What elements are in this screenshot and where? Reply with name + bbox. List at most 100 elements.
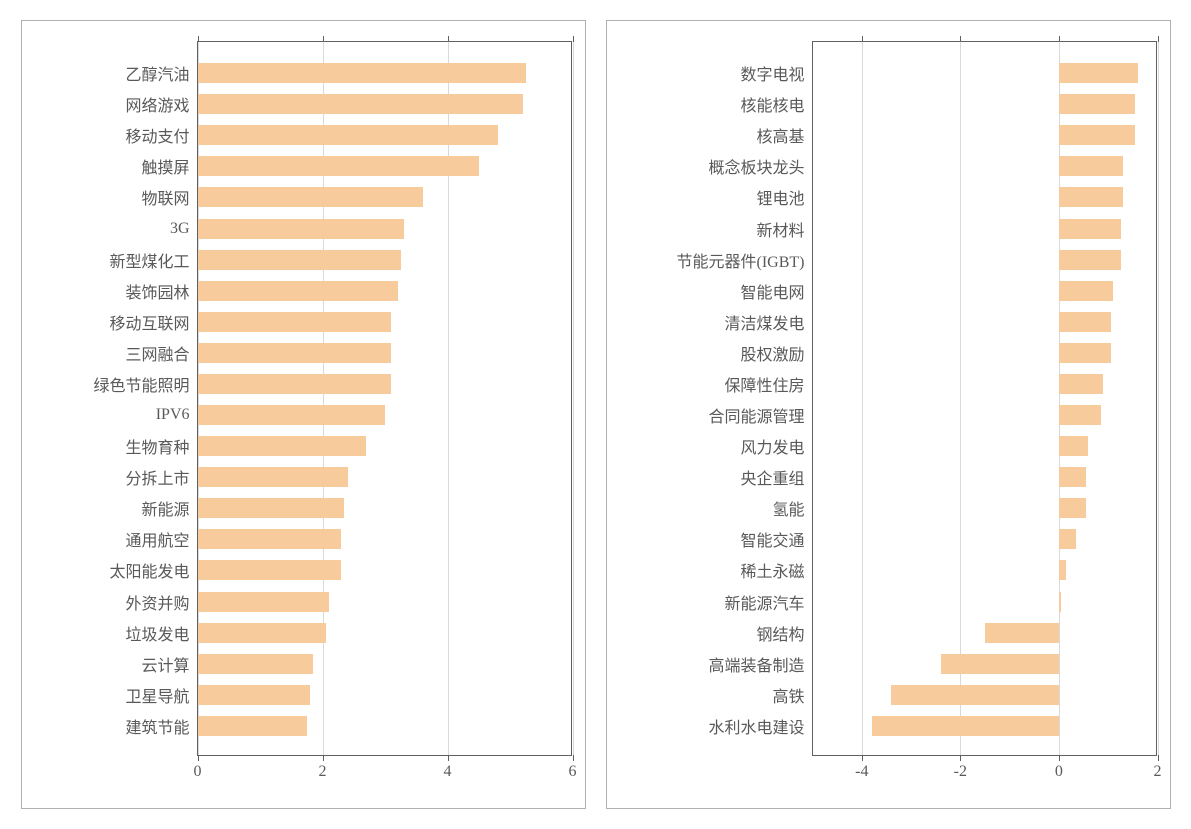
bar: [1059, 187, 1123, 207]
bar: [198, 467, 348, 487]
category-label: 云计算: [141, 652, 189, 676]
category-label: 分拆上市: [125, 465, 189, 489]
bar: [1059, 592, 1061, 612]
category-label: 锂电池: [756, 185, 804, 209]
bar: [198, 529, 342, 549]
bar: [198, 374, 392, 394]
bar: [1059, 312, 1111, 332]
category-label: 水利水电建设: [708, 714, 804, 738]
gridline: [960, 42, 961, 755]
category-label: 智能电网: [740, 279, 804, 303]
category-label: 移动互联网: [109, 310, 189, 334]
x-tick-label: 0: [194, 763, 202, 781]
gridline: [198, 42, 199, 755]
bar: [1059, 467, 1086, 487]
bar: [1059, 125, 1135, 145]
right-chart-panel: -4-202数字电视核能核电核高基概念板块龙头锂电池新材料节能元器件(IGBT)…: [606, 20, 1171, 809]
bar: [1059, 436, 1089, 456]
category-label: 新型煤化工: [109, 248, 189, 272]
bar: [1059, 560, 1066, 580]
bar: [198, 654, 314, 674]
bar: [198, 498, 345, 518]
bar: [1059, 281, 1113, 301]
category-label: 新材料: [756, 217, 804, 241]
category-label: 绿色节能照明: [93, 372, 189, 396]
bar: [1059, 343, 1111, 363]
bar: [1059, 94, 1135, 114]
bar: [198, 156, 479, 176]
bar: [1059, 219, 1121, 239]
category-label: 三网融合: [125, 341, 189, 365]
category-label: 触摸屏: [141, 154, 189, 178]
bar: [985, 623, 1059, 643]
category-label: 数字电视: [740, 61, 804, 85]
x-tick-label: -2: [954, 763, 967, 781]
category-label: 高端装备制造: [708, 652, 804, 676]
category-label: 高铁: [772, 683, 804, 707]
bar: [1059, 250, 1121, 270]
category-label: 央企重组: [740, 465, 804, 489]
gridline: [448, 42, 449, 755]
category-label: 新能源: [141, 496, 189, 520]
category-label: 清洁煤发电: [724, 310, 804, 334]
category-label: 风力发电: [740, 434, 804, 458]
category-label: 概念板块龙头: [708, 154, 804, 178]
category-label: 智能交通: [740, 527, 804, 551]
bar: [198, 560, 342, 580]
bar: [1059, 374, 1103, 394]
category-label: 3G: [170, 220, 190, 238]
category-label: 外资并购: [125, 590, 189, 614]
bar: [1059, 529, 1076, 549]
category-label: 移动支付: [125, 123, 189, 147]
category-label: 保障性住房: [724, 372, 804, 396]
gridline: [573, 42, 574, 755]
category-label: 通用航空: [125, 527, 189, 551]
bar: [198, 125, 498, 145]
category-label: 新能源汽车: [724, 590, 804, 614]
x-tick-label: 0: [1055, 763, 1063, 781]
x-tick-label: 6: [569, 763, 577, 781]
bar: [872, 716, 1059, 736]
bar: [198, 187, 423, 207]
x-tick-label: -4: [855, 763, 868, 781]
category-label: 物联网: [141, 185, 189, 209]
category-label: 建筑节能: [125, 714, 189, 738]
category-label: 股权激励: [740, 341, 804, 365]
bar: [198, 94, 523, 114]
category-label: 氢能: [772, 496, 804, 520]
category-label: 合同能源管理: [708, 403, 804, 427]
bar: [198, 436, 367, 456]
plot-area: -4-202数字电视核能核电核高基概念板块龙头锂电池新材料节能元器件(IGBT)…: [812, 41, 1157, 756]
category-label: 核能核电: [740, 92, 804, 116]
bar: [1059, 405, 1101, 425]
x-tick-label: 2: [319, 763, 327, 781]
bar: [198, 716, 307, 736]
gridline: [862, 42, 863, 755]
bar: [1059, 498, 1086, 518]
plot-area: 0246乙醇汽油网络游戏移动支付触摸屏物联网3G新型煤化工装饰园林移动互联网三网…: [197, 41, 572, 756]
category-label: 稀土永磁: [740, 558, 804, 582]
category-label: 节能元器件(IGBT): [677, 248, 805, 272]
bar: [198, 250, 401, 270]
bar: [198, 281, 398, 301]
bar: [198, 685, 311, 705]
bar: [198, 405, 386, 425]
gridline: [323, 42, 324, 755]
gridline: [1059, 42, 1060, 755]
left-chart-panel: 0246乙醇汽油网络游戏移动支付触摸屏物联网3G新型煤化工装饰园林移动互联网三网…: [21, 20, 586, 809]
bar: [941, 654, 1059, 674]
category-label: 乙醇汽油: [125, 61, 189, 85]
category-label: IPV6: [156, 406, 190, 424]
bar: [1059, 156, 1123, 176]
gridline: [1158, 42, 1159, 755]
category-label: 卫星导航: [125, 683, 189, 707]
bar: [198, 343, 392, 363]
category-label: 钢结构: [756, 621, 804, 645]
bar: [198, 592, 329, 612]
bar: [198, 623, 326, 643]
x-tick-label: 2: [1154, 763, 1162, 781]
bar: [198, 312, 392, 332]
bar: [891, 685, 1059, 705]
category-label: 生物育种: [125, 434, 189, 458]
x-tick-label: 4: [444, 763, 452, 781]
